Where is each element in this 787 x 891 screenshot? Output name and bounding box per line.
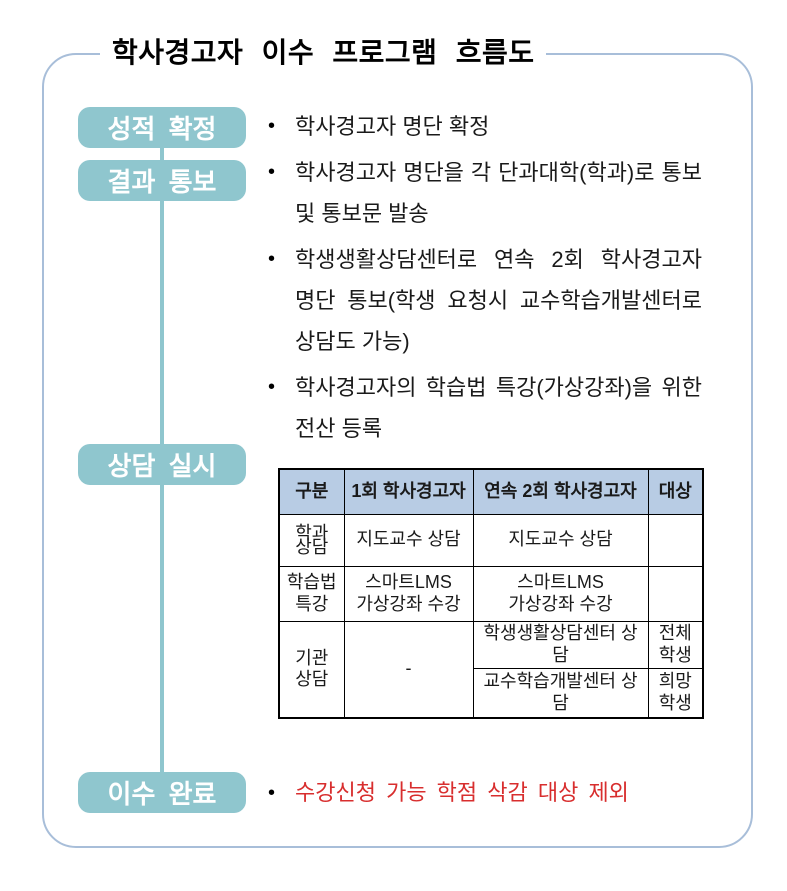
cell-second: 교수학습개발센터 상담: [472, 667, 649, 719]
cell-target: [647, 565, 704, 622]
table-row: 기관 상담 - 학생생활상담센터 상담 전체 학생: [278, 620, 704, 719]
table-row: 학습법 특강 스마트LMS 가상강좌 수강 스마트LMS 가상강좌 수강: [278, 565, 704, 622]
stage-label: 결과 통보: [107, 167, 217, 197]
bullet-icon: •: [268, 161, 276, 183]
counseling-table: 구분 1회 학사경고자 연속 2회 학사경고자 대상 학과 상담 지도교수 상담…: [278, 468, 704, 719]
stage-box-result-notification: 결과 통보: [78, 160, 246, 201]
bullet-icon: •: [268, 376, 276, 398]
header-second-warning: 연속 2회 학사경고자: [472, 468, 649, 515]
list-item: • 학사경고자의 학습법 특강(가상강좌)을 위한 전산 등록: [268, 367, 704, 449]
list-item: • 학생생활상담센터로 연속 2회 학사경고자 명단 통보(학생 요청시 교수학…: [268, 239, 704, 362]
bullet-icon: •: [268, 248, 276, 270]
bullet-icon: •: [268, 115, 276, 137]
stage-box-grade-confirmation: 성적 확정: [78, 107, 246, 148]
table-header-row: 구분 1회 학사경고자 연속 2회 학사경고자 대상: [278, 468, 704, 515]
flow-connector-line: [160, 484, 164, 774]
stage-box-completion: 이수 완료: [78, 772, 246, 813]
bullet-text: 학생생활상담센터로 연속 2회 학사경고자 명단 통보(학생 요청시 교수학습개…: [295, 247, 702, 354]
cell-category: 학과 상담: [278, 513, 345, 567]
cell-first: -: [343, 620, 474, 719]
bullet-list: • 학사경고자 명단 확정 • 학사경고자 명단을 각 단과대학(학과)로 통보…: [268, 106, 704, 454]
cell-target: [647, 513, 704, 567]
bullet-icon: •: [268, 782, 276, 804]
cell-second: 학생생활상담센터 상담: [472, 620, 649, 669]
stage-box-counseling: 상담 실시: [78, 444, 246, 485]
completion-note: • 수강신청 가능 학점 삭감 대상 제외: [268, 778, 629, 808]
header-category: 구분: [278, 468, 345, 515]
cell-second: 지도교수 상담: [472, 513, 649, 567]
header-first-warning: 1회 학사경고자: [343, 468, 474, 515]
cell-category: 기관 상담: [278, 620, 345, 719]
bullet-text: 학사경고자 명단 확정: [295, 114, 490, 139]
flow-connector-line: [160, 148, 164, 162]
cell-first: 스마트LMS 가상강좌 수강: [343, 565, 474, 622]
bullet-text: 학사경고자 명단을 각 단과대학(학과)로 통보 및 통보문 발송: [295, 160, 702, 226]
list-item: • 학사경고자 명단을 각 단과대학(학과)로 통보 및 통보문 발송: [268, 152, 704, 234]
stage-label: 성적 확정: [107, 114, 217, 144]
table-row: 학과 상담 지도교수 상담 지도교수 상담: [278, 513, 704, 567]
stage-label: 이수 완료: [107, 779, 217, 809]
bullet-text: 학사경고자의 학습법 특강(가상강좌)을 위한 전산 등록: [295, 375, 702, 441]
cell-first: 지도교수 상담: [343, 513, 474, 567]
cell-second: 스마트LMS 가상강좌 수강: [472, 565, 649, 622]
table-row: 교수학습개발센터 상담 희망 학생: [279, 667, 704, 719]
header-target: 대상: [647, 468, 704, 515]
flow-connector-line: [160, 200, 164, 446]
cell-target: 희망 학생: [647, 667, 704, 719]
cell-category: 학습법 특강: [278, 565, 345, 622]
completion-note-text: 수강신청 가능 학점 삭감 대상 제외: [295, 780, 629, 805]
list-item: • 학사경고자 명단 확정: [268, 106, 704, 147]
page-title: 학사경고자 이수 프로그램 흐름도: [100, 31, 547, 71]
cell-target: 전체 학생: [647, 620, 704, 669]
stage-label: 상담 실시: [107, 451, 217, 481]
